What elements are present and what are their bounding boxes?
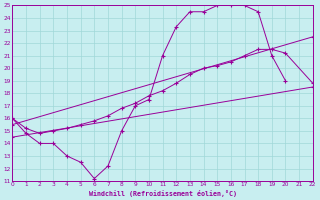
X-axis label: Windchill (Refroidissement éolien,°C): Windchill (Refroidissement éolien,°C)	[89, 190, 236, 197]
